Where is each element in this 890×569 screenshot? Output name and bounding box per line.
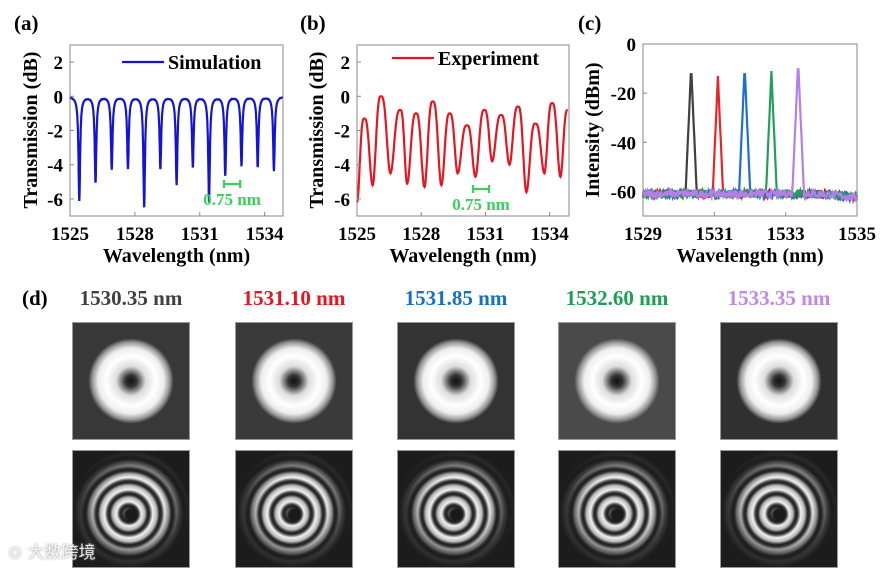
x-tick-label: 1531	[181, 224, 219, 245]
x-tick-label: 1531	[466, 224, 504, 245]
x-tick-label: 1533	[767, 224, 805, 245]
legend-label: Simulation	[168, 52, 261, 74]
chart-panel-b: (b) 1525 1528 1531 1534 2 0 -2 -4 -6 Wavelength (n…	[300, 11, 570, 267]
mode-caption: 1532.60 nm	[565, 286, 669, 310]
x-tick-label: 1535	[838, 224, 876, 245]
y-tick-label: 2	[54, 53, 64, 74]
y-tick-label: -20	[611, 84, 636, 105]
intensity-profile-image	[235, 322, 353, 440]
y-tick-label: -6	[334, 190, 350, 211]
x-tick-label: 1534	[531, 224, 570, 245]
spectra-figure: (a) 1525 1528 1531 1534 2 0 -2 -4 -6 Wavelength (n…	[14, 11, 876, 267]
x-axis-title: Wavelength (nm)	[676, 245, 823, 267]
series-line-experiment	[356, 95, 568, 203]
y-tick-label: 0	[54, 87, 64, 108]
x-axis-title: Wavelength (nm)	[103, 245, 250, 267]
interference-pattern-image	[235, 450, 353, 568]
scale-bar	[471, 185, 491, 193]
y-axis-title: Transmission (dB)	[306, 52, 328, 209]
watermark-logo: ⊙ 大数跨境	[8, 543, 96, 563]
mode-caption: 1530.35 nm	[79, 286, 183, 310]
intensity-profile-image	[720, 322, 838, 440]
mode-caption: 1531.10 nm	[242, 286, 346, 310]
series-line-1531.85	[641, 73, 859, 205]
y-tick-label: -2	[47, 122, 63, 143]
chart-panel-c: (c) 1529 1531 1533 1535 0 -20 -40 -60 Wavelength …	[578, 11, 876, 267]
y-tick-label: -4	[334, 156, 350, 177]
y-axis-title: Transmission (dB)	[20, 52, 42, 209]
interference-pattern-image	[558, 450, 676, 568]
panel-label-d: (d)	[22, 286, 48, 310]
x-tick-label: 1528	[402, 224, 440, 245]
y-tick-label: -40	[611, 133, 636, 154]
x-tick-label: 1529	[624, 224, 662, 245]
x-axis-title: Wavelength (nm)	[389, 245, 536, 267]
chart-panel-a: (a) 1525 1528 1531 1534 2 0 -2 -4 -6 Wavelength (n…	[14, 11, 284, 267]
interference-pattern-image	[397, 450, 515, 568]
x-tick-label: 1534	[246, 224, 285, 245]
panel-label: (a)	[14, 11, 39, 35]
scale-bar-label: 0.75 nm	[452, 195, 510, 214]
legend-label: Experiment	[438, 48, 539, 70]
y-tick-label: 0	[627, 35, 637, 56]
x-tick-label: 1525	[51, 224, 89, 245]
y-tick-label: 0	[341, 87, 351, 108]
intensity-profile-image	[72, 322, 190, 440]
mode-caption: 1531.85 nm	[404, 286, 508, 310]
y-axis-title: Intensity (dBm)	[582, 62, 604, 197]
scale-bar	[222, 180, 242, 188]
interference-pattern-image	[720, 450, 838, 568]
series-line-simulation	[69, 96, 284, 208]
panel-label: (b)	[300, 11, 326, 35]
y-tick-label: -60	[611, 182, 636, 203]
y-tick-label: 2	[341, 53, 351, 74]
intensity-profile-image	[397, 322, 515, 440]
interference-pattern-image	[72, 450, 190, 568]
x-tick-label: 1531	[695, 224, 733, 245]
x-tick-label: 1525	[338, 224, 376, 245]
mode-caption: 1533.35 nm	[727, 286, 831, 310]
x-tick-label: 1528	[116, 224, 154, 245]
panel-label: (c)	[578, 11, 601, 35]
y-tick-label: -6	[47, 190, 63, 211]
intensity-profile-image	[558, 322, 676, 440]
plot-frame	[642, 43, 858, 217]
series-line-1533.35	[641, 68, 859, 203]
y-tick-label: -2	[334, 122, 350, 143]
scale-bar-label: 0.75 nm	[203, 190, 261, 209]
y-tick-label: -4	[47, 156, 63, 177]
